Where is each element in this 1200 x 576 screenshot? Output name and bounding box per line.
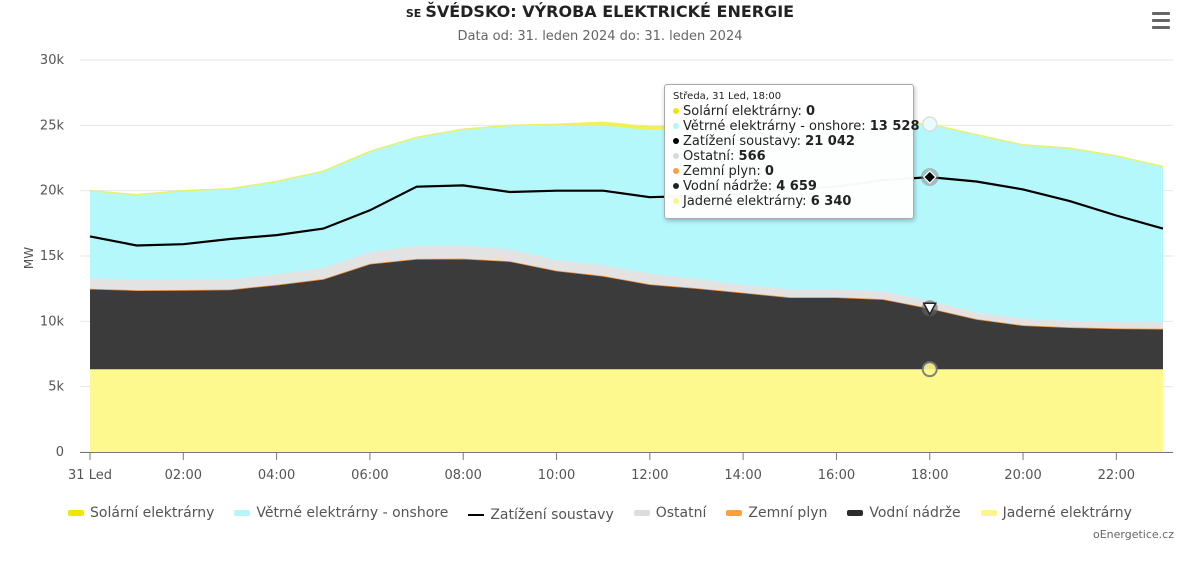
tooltip-row-label: Solární elektrárny: — [683, 104, 807, 119]
legend-item-solarni-elektrarny[interactable]: Solární elektrárny — [68, 505, 214, 521]
tooltip-row-label: Vodní nádrže: — [683, 179, 777, 194]
y-tick-label: 15k — [40, 249, 65, 264]
x-tick-label: 10:00 — [538, 468, 575, 483]
legend-label: Jaderné elektrárny — [1002, 505, 1132, 521]
tooltip-dot-icon — [673, 152, 679, 159]
x-tick-label: 08:00 — [444, 468, 481, 483]
y-tick-label: 0 — [56, 445, 64, 460]
x-tick-label: 31 Led — [68, 468, 112, 483]
tooltip-row: Zatížení soustavy: 21 042 — [673, 134, 905, 149]
chart-title-text: ŠVÉDSKO: VÝROBA ELEKTRICKÉ ENERGIE — [425, 2, 795, 21]
y-tick-label: 25k — [40, 118, 65, 133]
x-tick-label: 12:00 — [631, 468, 668, 483]
legend-item-zatizeni-soustavy[interactable]: Zatížení soustavy — [468, 507, 614, 523]
marker-zatizeni-diamond — [922, 170, 937, 184]
legend-item-jaderne-elektrarny[interactable]: Jaderné elektrárny — [980, 505, 1132, 521]
legend-swatch-icon — [980, 510, 997, 516]
x-tick-label: 02:00 — [165, 468, 202, 483]
tooltip-dot-icon — [673, 137, 679, 144]
tooltip-row-value: 21 042 — [805, 134, 855, 149]
tooltip-row-label: Větrné elektrárny - onshore: — [683, 119, 870, 134]
tooltip-row-label: Zatížení soustavy: — [683, 134, 806, 149]
area-ostatni — [90, 245, 1163, 329]
y-tick-label: 10k — [40, 314, 65, 329]
legend-item-ostatni[interactable]: Ostatní — [633, 505, 707, 521]
chart-title: SE ŠVÉDSKO: VÝROBA ELEKTRICKÉ ENERGIE — [0, 2, 1200, 21]
hamburger-menu-icon[interactable] — [1148, 10, 1174, 32]
tooltip-row: Solární elektrárny: 0 — [673, 104, 905, 119]
line-zatizeni-soustavy — [89, 175, 1164, 247]
credit-text: oEnergetice.cz — [1092, 528, 1174, 541]
tooltip-dot-icon — [673, 167, 679, 174]
legend-swatch-icon — [68, 510, 85, 516]
legend-swatch-icon — [234, 510, 251, 516]
area-jaderne-elektrarny — [90, 369, 1163, 452]
tooltip-dot-icon — [673, 182, 679, 189]
tooltip-row-label: Jaderné elektrárny: — [683, 194, 811, 209]
tooltip-row: Větrné elektrárny - onshore: 13 528 — [673, 119, 920, 134]
tooltip-dot-icon — [673, 122, 679, 129]
tooltip-row: Vodní nádrže: 4 659 — [673, 179, 905, 194]
marker-vetrne — [921, 116, 938, 132]
marker-jaderne — [921, 361, 938, 378]
chart-tooltip: Středa, 31 Led, 18:00 Solární elektrárny… — [664, 84, 920, 219]
chart-legend: Solární elektrárny Větrné elektrárny - on… — [0, 504, 1200, 523]
tooltip-row-label: Zemní plyn: — [683, 164, 765, 179]
y-tick-label: 30k — [40, 53, 65, 68]
legend-label: Větrné elektrárny - onshore — [256, 505, 449, 521]
x-tick-label: 22:00 — [1098, 468, 1135, 483]
x-tick-label: 04:00 — [258, 468, 295, 483]
x-tick-label: 06:00 — [351, 468, 388, 483]
x-tick-label: 14:00 — [724, 468, 761, 483]
legend-swatch-icon — [468, 514, 485, 516]
tooltip-dot-icon — [673, 197, 679, 204]
tooltip-dot-icon — [673, 107, 679, 114]
chart-subtitle: Data od: 31. leden 2024 do: 31. leden 20… — [457, 29, 743, 44]
area-edge-solarni-elektrarny — [89, 120, 1164, 196]
tooltip-row: Jaderné elektrárny: 6 340 — [673, 194, 905, 209]
legend-item-vodni-nadrze[interactable]: Vodní nádrže — [847, 505, 961, 521]
x-tick-label: 16:00 — [818, 468, 855, 483]
legend-label: Vodní nádrže — [869, 505, 961, 521]
y-axis-label: MW — [22, 247, 36, 269]
area-edge-ostatni — [89, 244, 1164, 323]
legend-label: Ostatní — [655, 505, 707, 521]
legend-label: Zemní plyn — [748, 505, 828, 521]
legend-label: Solární elektrárny — [90, 505, 215, 521]
tooltip-header: Středa, 31 Led, 18:00 — [673, 91, 782, 102]
legend-swatch-icon — [726, 510, 743, 516]
marker-vodni-triangle — [922, 302, 938, 316]
tooltip-row: Ostatní: 566 — [673, 149, 905, 164]
tooltip-row-value: 566 — [738, 149, 766, 164]
tooltip-row-value: 0 — [764, 164, 774, 179]
tooltip-row-label: Ostatní: — [683, 149, 739, 164]
y-tick-label: 5k — [48, 380, 64, 395]
country-code: SE — [405, 7, 422, 20]
tooltip-row-value: 0 — [806, 104, 816, 119]
x-tick-label: 18:00 — [911, 468, 948, 483]
x-tick-label: 20:00 — [1004, 468, 1041, 483]
area-vodni-nadrze — [90, 258, 1163, 370]
legend-item-vetrne-elektrarny-onshore[interactable]: Větrné elektrárny - onshore — [234, 505, 448, 521]
tooltip-row-value: 4 659 — [776, 179, 817, 194]
tooltip-row: Zemní plyn: 0 — [673, 164, 905, 179]
tooltip-row-value: 6 340 — [810, 194, 852, 209]
legend-swatch-icon — [633, 510, 650, 516]
legend-swatch-icon — [847, 510, 864, 516]
legend-item-zemni-plyn[interactable]: Zemní plyn — [726, 505, 827, 521]
tooltip-row-value: 13 528 — [869, 119, 920, 134]
y-tick-label: 20k — [40, 184, 65, 199]
legend-label: Zatížení soustavy — [490, 507, 614, 523]
